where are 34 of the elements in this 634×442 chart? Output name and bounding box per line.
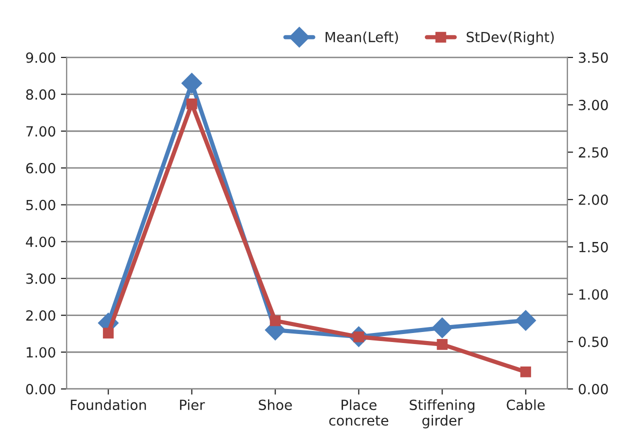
y-tick-label: 5.00 — [26, 200, 56, 210]
y2-tick-label: 3.00 — [578, 100, 608, 110]
point — [432, 317, 453, 338]
y2-tick-label: 0.50 — [578, 336, 608, 348]
point — [270, 315, 281, 326]
y-tick-label: 7.00 — [26, 126, 56, 137]
y2-tick-label: 2.50 — [578, 147, 608, 158]
y-tick-label: 0.00 — [26, 384, 56, 394]
y2-tick-label: 0.00 — [578, 384, 608, 394]
x-tick-label: Foundation — [70, 399, 146, 410]
y-tick-label: 9.00 — [26, 52, 56, 63]
legend-label: Mean(Left) — [326, 32, 398, 44]
y-tick-label: 1.00 — [26, 347, 56, 358]
y-tick-label: 6.00 — [26, 162, 56, 174]
point — [102, 328, 114, 338]
x-tick-label: Stiffening girder — [410, 399, 474, 428]
y-tick-label: 3.00 — [26, 273, 56, 284]
legend-label: StDev(Right) — [466, 32, 554, 45]
y2-tick-label: 3.50 — [578, 52, 608, 63]
y-tick-label: 4.00 — [26, 236, 56, 248]
x-tick-label: Cable — [506, 399, 545, 410]
y2-tick-label: 1.50 — [579, 242, 608, 252]
point — [515, 310, 536, 331]
point — [520, 366, 532, 378]
y2-tick-label: 2.00 — [578, 194, 608, 206]
point — [186, 98, 198, 110]
x-tick-label: Pier — [180, 399, 205, 410]
point — [181, 72, 202, 94]
y-tick-label: 2.00 — [26, 310, 56, 321]
point — [436, 339, 448, 350]
y-tick-label: 8.00 — [26, 89, 56, 100]
x-tick-label: Place concrete — [329, 399, 388, 426]
x-tick-label: Shoe — [258, 399, 292, 410]
y2-tick-label: 1.00 — [579, 289, 608, 300]
